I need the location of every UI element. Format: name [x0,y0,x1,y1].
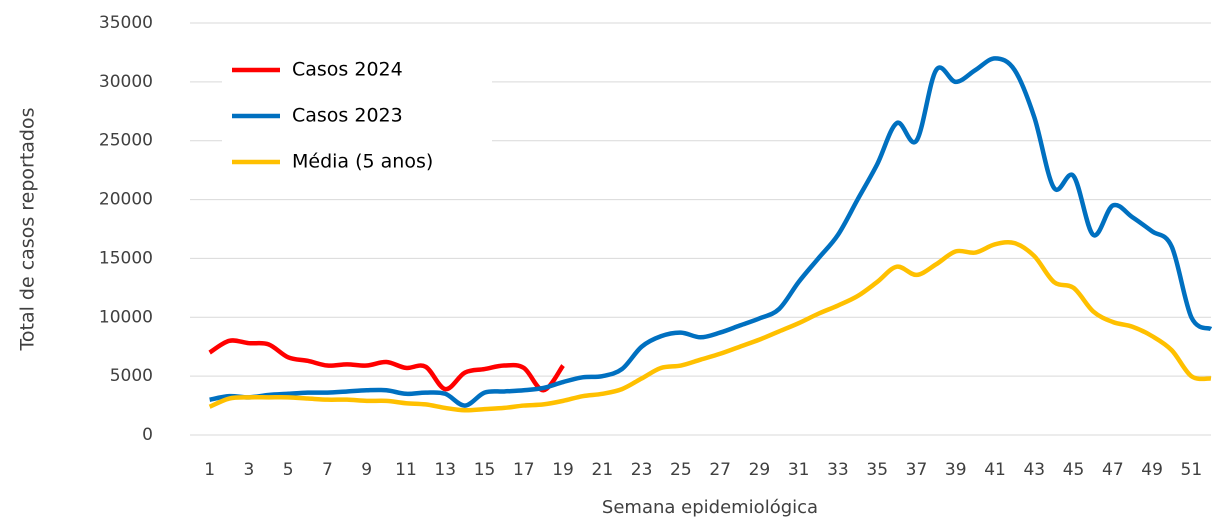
y-tick-label: 10000 [99,307,153,327]
x-tick-label: 21 [592,460,614,480]
x-tick-label: 37 [906,460,928,480]
x-tick-label: 3 [243,460,254,480]
y-tick-label: 35000 [99,13,153,33]
x-tick-label: 23 [631,460,653,480]
x-tick-label: 49 [1141,460,1163,480]
y-tick-label: 25000 [99,131,153,151]
x-tick-label: 35 [866,460,888,480]
x-tick-label: 51 [1181,460,1203,480]
y-tick-label: 30000 [99,72,153,92]
x-tick-label: 25 [670,460,692,480]
x-tick-label: 41 [984,460,1006,480]
series-line [208,239,1212,413]
series-line [208,338,565,393]
x-tick-label: 43 [1023,460,1045,480]
y-tick-label: 15000 [99,248,153,268]
y-tick-label: 5000 [110,366,153,386]
x-tick-label: 31 [788,460,810,480]
x-tick-label: 19 [552,460,574,480]
x-axis-label: Semana epidemiológica [602,497,818,518]
x-tick-label: 27 [709,460,731,480]
legend-label: Casos 2023 [292,105,403,127]
x-tick-label: 7 [322,460,333,480]
x-tick-label: 17 [513,460,535,480]
x-tick-label: 33 [827,460,849,480]
y-axis-label: Total de casos reportados [17,107,39,351]
legend-label: Casos 2024 [292,59,403,81]
x-tick-label: 9 [361,460,372,480]
x-tick-label: 11 [395,460,417,480]
x-tick-label: 45 [1063,460,1085,480]
y-tick-label: 0 [142,425,153,445]
legend-label: Média (5 anos) [292,151,433,173]
x-tick-label: 39 [945,460,967,480]
x-tick-label: 13 [434,460,456,480]
series-line [209,56,1212,408]
y-tick-label: 20000 [99,190,153,210]
x-tick-label: 1 [204,460,215,480]
x-tick-label: 47 [1102,460,1124,480]
x-tick-label: 15 [474,460,496,480]
x-tick-label: 29 [749,460,771,480]
x-tick-label: 5 [283,460,294,480]
